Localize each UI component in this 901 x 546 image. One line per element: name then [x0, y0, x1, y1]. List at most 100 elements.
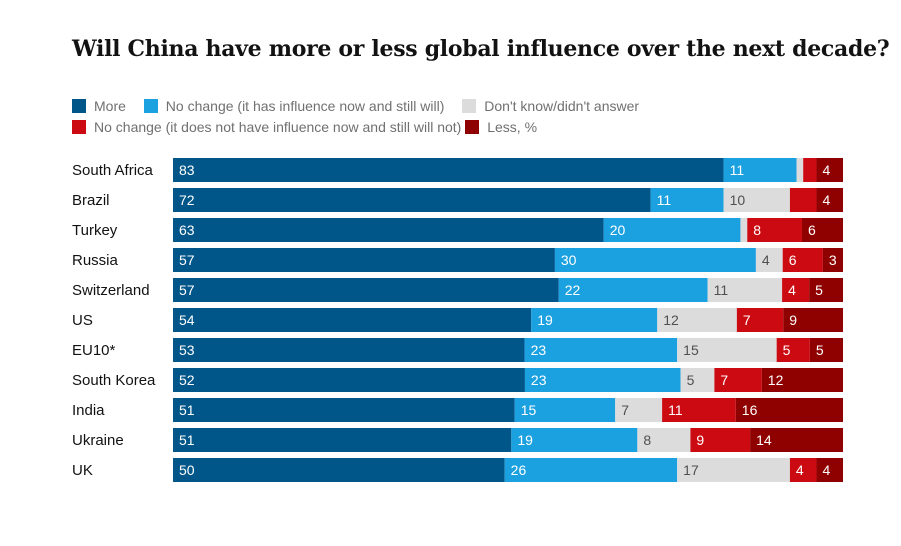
data-label-uk-more: 50: [179, 462, 195, 478]
bar-brazil-dont-know: [723, 188, 790, 212]
bar-uk-more: [173, 458, 505, 482]
data-label-russia-dont-know: 4: [762, 252, 770, 268]
data-label-ukraine-no-change-has-influence: 19: [517, 432, 533, 448]
legend-label-more: More: [94, 98, 126, 114]
bar-eu10-less: [809, 338, 843, 362]
data-label-switzerland-less: 5: [815, 282, 823, 298]
category-label-turkey: Turkey: [72, 222, 118, 239]
data-label-eu10-more: 53: [179, 342, 195, 358]
category-label-brazil: Brazil: [72, 192, 110, 209]
data-label-india-dont-know: 7: [621, 402, 629, 418]
data-label-us-no-change-no-influence: 7: [743, 312, 751, 328]
bar-us-dont-know: [657, 308, 737, 332]
bar-us-more: [173, 308, 532, 332]
data-label-india-no-change-no-influence: 11: [668, 402, 683, 418]
bar-south-africa-dont-know: [796, 158, 804, 182]
legend-label-less: Less, %: [487, 119, 538, 135]
data-label-brazil-less: 4: [822, 192, 830, 208]
bar-uk-no-change-no-influence: [789, 458, 817, 482]
bar-uk-no-change-has-influence: [504, 458, 678, 482]
data-label-south-korea-no-change-no-influence: 7: [720, 372, 728, 388]
data-label-ukraine-more: 51: [179, 432, 195, 448]
data-label-south-africa-more: 83: [179, 162, 195, 178]
bar-south-korea-no-change-has-influence: [524, 368, 681, 392]
legend-item-more: More: [72, 96, 126, 117]
data-label-switzerland-no-change-has-influence: 22: [565, 282, 581, 298]
category-label-south-korea: South Korea: [72, 372, 156, 389]
legend-item-no-change-has-influence: No change (it has influence now and stil…: [143, 96, 444, 117]
data-label-russia-more: 57: [179, 252, 195, 268]
bar-south-africa-no-change-has-influence: [723, 158, 797, 182]
bar-south-korea-dont-know: [680, 368, 715, 392]
bar-brazil-no-change-no-influence: [789, 188, 817, 212]
data-label-uk-less: 4: [822, 462, 830, 478]
legend-item-less: Less, %: [465, 117, 537, 138]
bar-ukraine-less: [750, 428, 843, 452]
bar-south-africa-no-change-no-influence: [803, 158, 817, 182]
category-label-india: India: [72, 402, 105, 419]
data-label-india-less: 16: [742, 402, 758, 418]
bar-uk-less: [816, 458, 843, 482]
legend-swatch-no-change-no-influence: [72, 120, 86, 134]
chart-legend: More No change (it has influence now and…: [72, 96, 862, 138]
bar-uk-dont-know: [677, 458, 790, 482]
data-label-ukraine-no-change-no-influence: 9: [696, 432, 704, 448]
bar-turkey-more: [173, 218, 604, 242]
data-label-switzerland-more: 57: [179, 282, 195, 298]
data-label-russia-no-change-has-influence: 30: [561, 252, 577, 268]
legend-swatch-no-change-has-influence: [143, 99, 158, 113]
bar-ukraine-more: [173, 428, 512, 452]
legend-swatch-more: [72, 99, 86, 113]
bar-eu10-more: [173, 338, 525, 362]
bar-russia-no-change-no-influence: [782, 248, 823, 272]
bar-ukraine-no-change-no-influence: [690, 428, 751, 452]
bar-eu10-dont-know: [677, 338, 777, 362]
data-label-russia-no-change-no-influence: 6: [789, 252, 797, 268]
bar-turkey-less: [801, 218, 843, 242]
bar-south-africa-less: [816, 158, 843, 182]
bar-india-more: [173, 398, 515, 422]
bar-russia-no-change-has-influence: [554, 248, 756, 272]
legend-swatch-less: [465, 120, 480, 134]
data-label-russia-less: 3: [829, 252, 837, 268]
data-label-south-korea-dont-know: 5: [687, 372, 695, 388]
bar-us-less: [783, 308, 843, 332]
bar-switzerland-no-change-no-influence: [782, 278, 810, 302]
data-label-ukraine-dont-know: 8: [643, 432, 651, 448]
bar-ukraine-dont-know: [637, 428, 691, 452]
bar-south-korea-more: [173, 368, 525, 392]
bar-turkey-no-change-no-influence: [747, 218, 802, 242]
chart-title: Will China have more or less global infl…: [72, 36, 890, 62]
data-label-south-korea-less: 12: [768, 372, 784, 388]
bar-turkey-no-change-has-influence: [603, 218, 741, 242]
bar-south-africa-more: [173, 158, 724, 182]
data-label-uk-no-change-has-influence: 26: [511, 462, 527, 478]
data-label-turkey-more: 63: [179, 222, 195, 238]
category-label-ukraine: Ukraine: [72, 432, 124, 449]
category-label-russia: Russia: [72, 252, 119, 269]
bar-switzerland-no-change-has-influence: [558, 278, 708, 302]
bar-ukraine-no-change-has-influence: [511, 428, 638, 452]
data-label-eu10-no-change-has-influence: 23: [531, 342, 547, 358]
legend-swatch-dont-know: [462, 99, 477, 113]
data-label-turkey-less: 6: [808, 222, 816, 238]
bar-india-no-change-no-influence: [662, 398, 736, 422]
bar-brazil-less: [816, 188, 843, 212]
data-label-brazil-no-change-has-influence: 11: [657, 192, 672, 208]
bar-us-no-change-no-influence: [736, 308, 784, 332]
data-label-turkey-no-change-no-influence: 8: [753, 222, 761, 238]
data-label-eu10-no-change-no-influence: 5: [783, 342, 791, 358]
data-label-eu10-less: 5: [816, 342, 824, 358]
bar-south-korea-no-change-no-influence: [714, 368, 762, 392]
bar-south-korea-less: [761, 368, 843, 392]
data-label-uk-dont-know: 17: [683, 462, 699, 478]
bar-us-no-change-has-influence: [531, 308, 658, 332]
category-label-eu10: EU10*: [72, 342, 116, 359]
data-label-us-no-change-has-influence: 19: [537, 312, 553, 328]
bar-india-no-change-has-influence: [514, 398, 616, 422]
data-label-switzerland-dont-know: 11: [714, 282, 729, 298]
bar-turkey-dont-know: [740, 218, 748, 242]
legend-item-no-change-no-influence: No change (it does not have influence no…: [72, 117, 461, 138]
legend-label-dont-know: Don't know/didn't answer: [484, 98, 640, 114]
bar-switzerland-less: [809, 278, 843, 302]
